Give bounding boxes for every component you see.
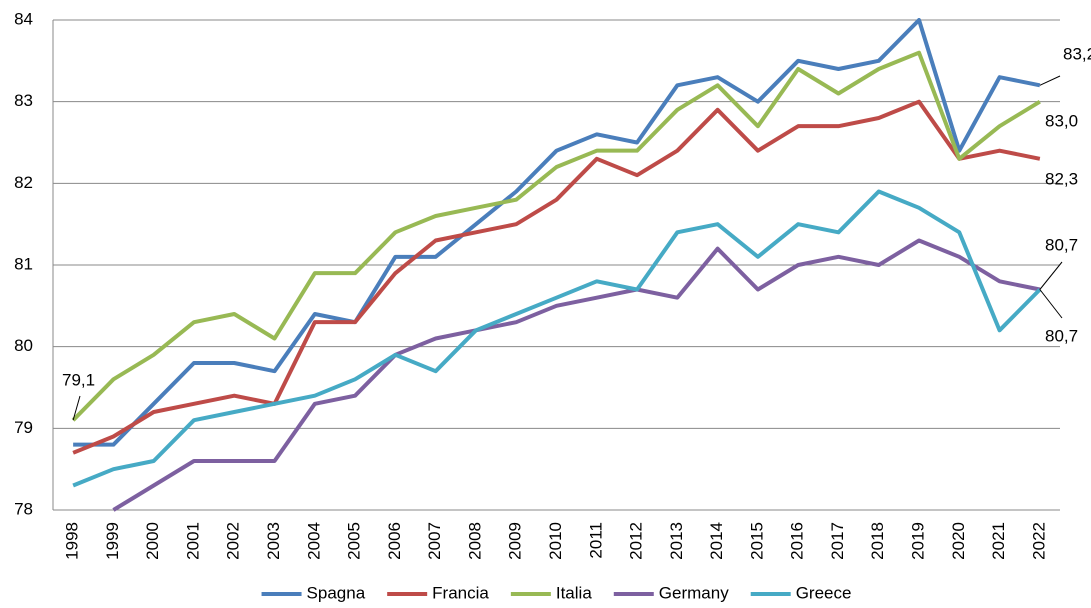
x-tick-label: 2003 [264,522,283,560]
legend-label: Francia [432,583,489,602]
x-tick-label: 2018 [868,522,887,560]
x-tick-label: 2011 [586,522,605,559]
x-tick-label: 2019 [909,522,928,560]
label-leader [72,395,81,421]
series-line [71,50,1041,422]
x-tick-label: 2002 [224,522,243,560]
x-tick-label: 2017 [828,522,847,560]
legend-label: Greece [796,583,852,602]
x-tick-label: 2008 [465,522,484,560]
series-line [72,189,1042,488]
x-tick-label: 2001 [183,522,202,560]
data-label: 83,2 [1063,44,1091,63]
label-leader [1039,261,1063,290]
x-tick-label: 2013 [667,522,686,560]
y-tick-label: 82 [14,173,33,192]
x-tick-label: 2022 [1029,522,1048,560]
x-tick-label: 1998 [63,522,82,560]
data-label: 79,1 [62,370,95,389]
data-label: 80,7 [1045,326,1078,345]
x-tick-label: 2014 [707,522,726,560]
y-tick-label: 79 [14,418,33,437]
legend-label: Germany [659,583,729,602]
legend-label: Italia [556,583,592,602]
x-tick-label: 2000 [143,522,162,560]
x-tick-label: 2020 [949,522,968,560]
x-tick-label: 2004 [304,522,323,560]
legend-label: Spagna [307,583,366,602]
legend: Spagna Francia Italia Germany Greece [261,583,852,602]
y-tick-label: 80 [14,336,33,355]
x-tick-label: 2016 [788,522,807,560]
y-tick-label: 84 [14,9,33,28]
label-leader [1039,75,1061,86]
x-tick-label: 2006 [385,522,404,560]
y-tick-label: 81 [14,254,33,273]
data-label: 82,3 [1045,169,1078,188]
x-tick-label: 2009 [506,522,525,560]
x-tick-label: 2012 [627,522,646,560]
x-tick-label: 2005 [345,522,364,560]
x-tick-label: 2021 [989,522,1008,560]
data-label: 83,0 [1045,111,1078,130]
y-tick-label: 83 [14,91,33,110]
x-tick-label: 2010 [546,522,565,560]
label-leader [1039,289,1063,319]
x-tick-label: 2007 [425,522,444,560]
y-tick-label: 78 [14,499,33,518]
series-line [112,238,1041,512]
data-label: 80,7 [1045,235,1078,254]
x-tick-label: 1999 [103,522,122,560]
plot-lines [71,18,1042,512]
series-line [72,99,1041,455]
x-tick-label: 2015 [747,522,766,560]
series-line [73,18,1041,447]
